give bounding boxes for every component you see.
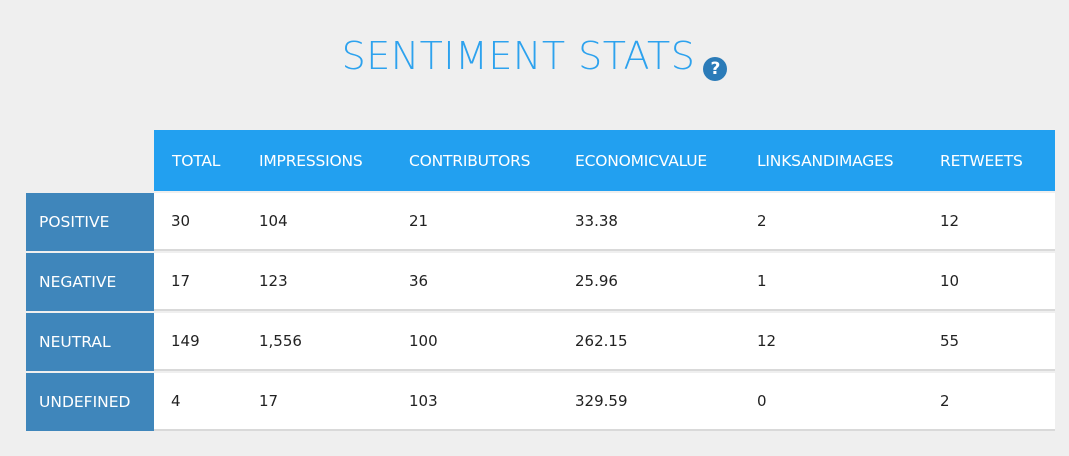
table-cell: 123 bbox=[259, 272, 288, 290]
row-label-neutral: NEUTRAL bbox=[26, 313, 154, 371]
table-cell: 104 bbox=[259, 212, 288, 230]
row-values: 4 17 103 329.59 0 2 bbox=[154, 373, 1055, 431]
table-cell: 36 bbox=[409, 272, 429, 290]
table-cell: 100 bbox=[409, 332, 438, 350]
help-icon[interactable]: ? bbox=[703, 57, 728, 81]
row-label-undefined: UNDEFINED bbox=[26, 373, 154, 431]
row-values: 149 1,556 100 262.15 12 55 bbox=[154, 313, 1055, 371]
table-cell: 10 bbox=[940, 272, 960, 290]
table-cell: 12 bbox=[940, 212, 960, 230]
column-header-contributors[interactable]: CONTRIBUTORS bbox=[409, 151, 531, 170]
row-label-positive: POSITIVE bbox=[26, 193, 154, 251]
table-cell: 262.15 bbox=[575, 332, 628, 350]
table-row: UNDEFINED 4 17 103 329.59 0 2 bbox=[26, 373, 1055, 431]
table-cell: 55 bbox=[940, 332, 960, 350]
table-cell: 30 bbox=[171, 212, 191, 230]
table-cell: 1,556 bbox=[259, 332, 302, 350]
table-header: TOTAL IMPRESSIONS CONTRIBUTORS ECONOMICV… bbox=[154, 130, 1055, 191]
table-cell: 21 bbox=[409, 212, 429, 230]
row-values: 17 123 36 25.96 1 10 bbox=[154, 253, 1055, 311]
column-header-total[interactable]: TOTAL bbox=[172, 151, 221, 170]
table-cell: 1 bbox=[757, 272, 767, 290]
row-label-negative: NEGATIVE bbox=[26, 253, 154, 311]
column-header-retweets[interactable]: RETWEETS bbox=[940, 151, 1023, 170]
table-row: NEGATIVE 17 123 36 25.96 1 10 bbox=[26, 253, 1055, 311]
table-cell: 17 bbox=[259, 392, 279, 410]
table-row: NEUTRAL 149 1,556 100 262.15 12 55 bbox=[26, 313, 1055, 371]
table-cell: 25.96 bbox=[575, 272, 618, 290]
table-cell: 2 bbox=[940, 392, 950, 410]
table-cell: 329.59 bbox=[575, 392, 628, 410]
table-cell: 103 bbox=[409, 392, 438, 410]
sentiment-table: TOTAL IMPRESSIONS CONTRIBUTORS ECONOMICV… bbox=[26, 130, 1055, 431]
table-cell: 12 bbox=[757, 332, 777, 350]
column-header-linksandimages[interactable]: LINKSANDIMAGES bbox=[757, 151, 894, 170]
table-cell: 0 bbox=[757, 392, 767, 410]
column-header-impressions[interactable]: IMPRESSIONS bbox=[259, 151, 363, 170]
table-cell: 149 bbox=[171, 332, 200, 350]
title-bar: SENTIMENT STATS? bbox=[0, 34, 1069, 82]
table-row: POSITIVE 30 104 21 33.38 2 12 bbox=[26, 193, 1055, 251]
page-title: SENTIMENT STATS bbox=[341, 34, 696, 78]
table-cell: 4 bbox=[171, 392, 181, 410]
table-cell: 17 bbox=[171, 272, 191, 290]
table-cell: 33.38 bbox=[575, 212, 618, 230]
table-cell: 2 bbox=[757, 212, 767, 230]
row-values: 30 104 21 33.38 2 12 bbox=[154, 193, 1055, 251]
column-header-economicvalue[interactable]: ECONOMICVALUE bbox=[575, 151, 707, 170]
